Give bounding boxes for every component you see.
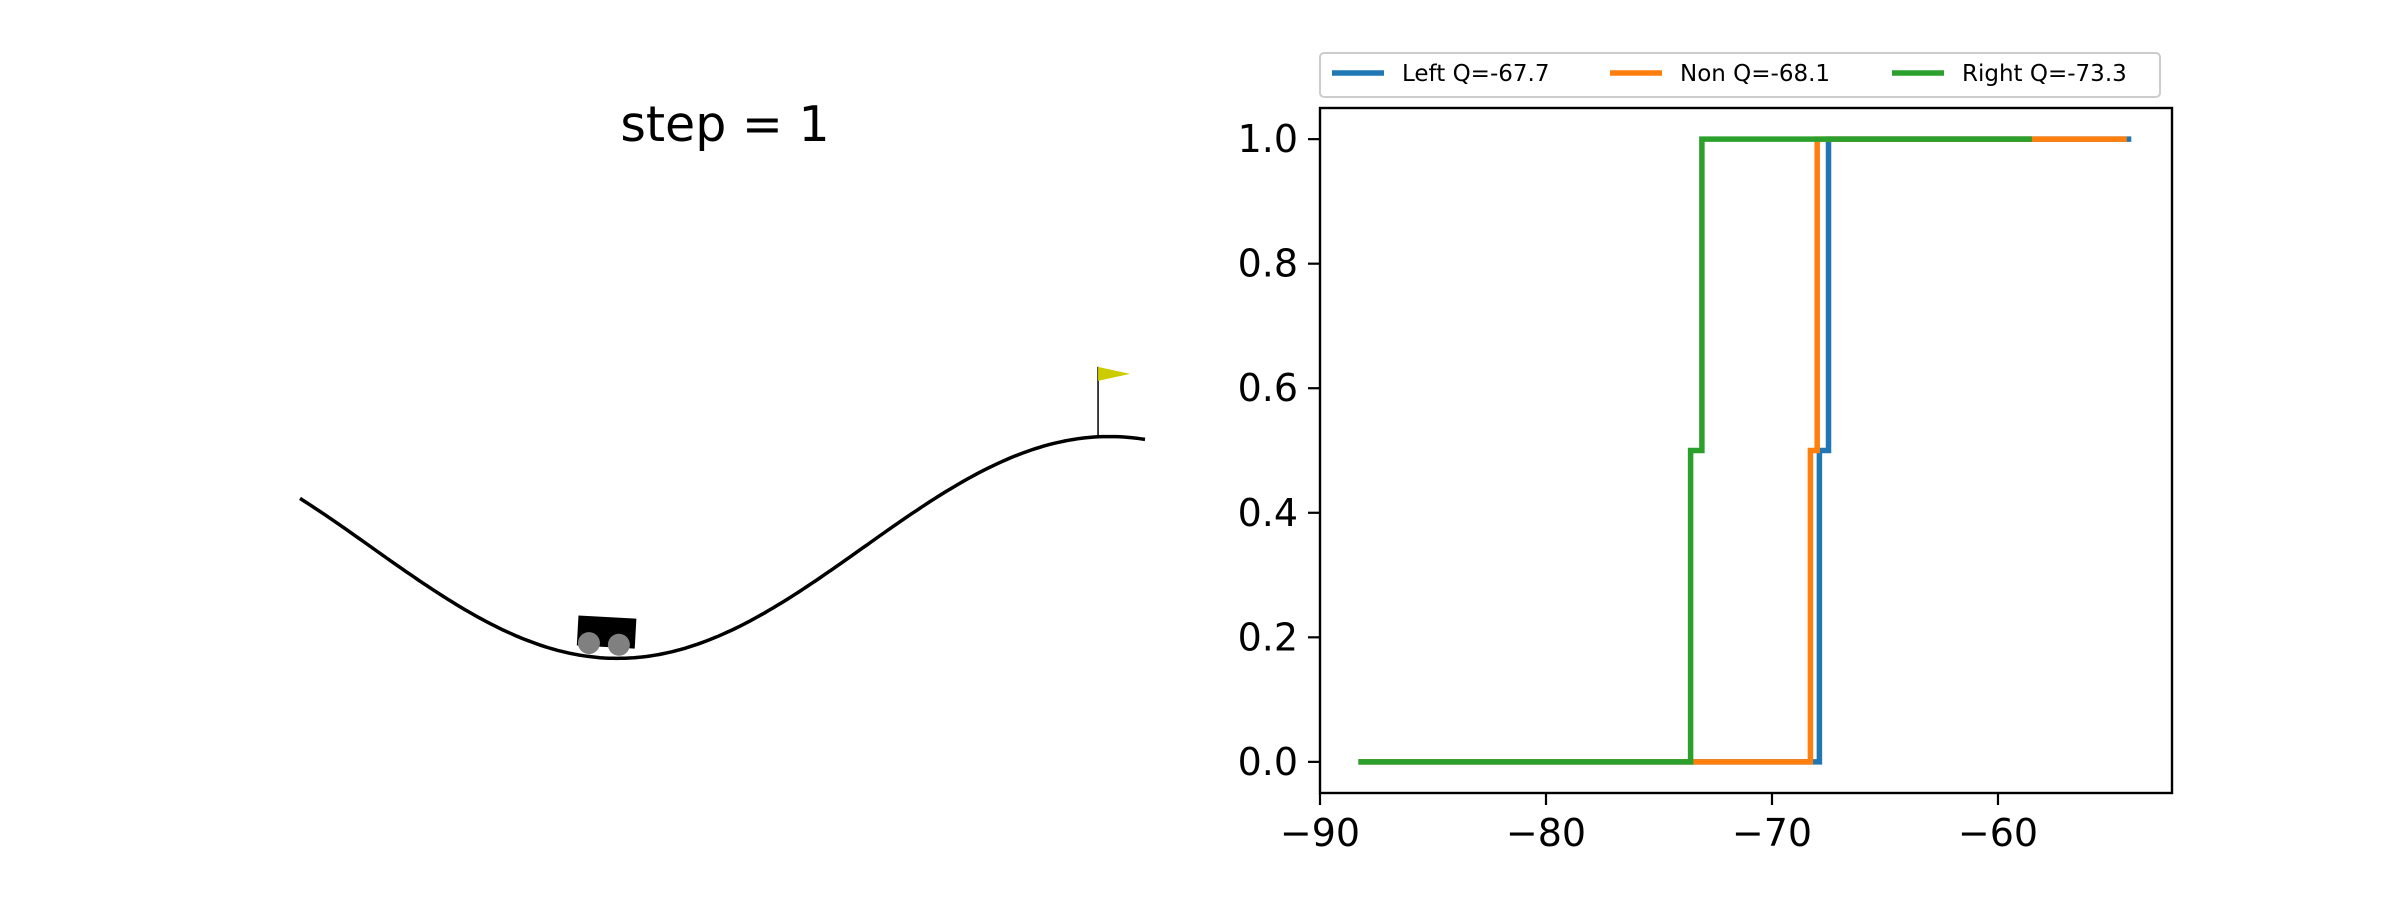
plot-area-frame: [1318, 106, 2174, 795]
legend-label-0: Left Q=-67.7: [1402, 61, 1549, 87]
goal-flag-icon: [1097, 366, 1131, 437]
legend-frame: [1319, 52, 2161, 98]
x-tick-label: −60: [1958, 811, 2038, 855]
x-axis: −90 −80 −70 −60: [1280, 793, 2038, 855]
mountain-track: [299, 434, 1146, 661]
car-icon: [576, 615, 637, 656]
legend-label-2: Right Q=-73.3: [1962, 61, 2127, 87]
series-line-2: [1358, 136, 2032, 765]
cdf-chart: −90 −80 −70 −60 0.0 0.2 0.4 0.6 0.8 1.0 Left Q=-…: [1238, 52, 2174, 855]
y-tick-label: 0.0: [1238, 740, 1298, 784]
x-tick-label: −80: [1506, 811, 1586, 855]
legend-label-1: Non Q=-68.1: [1680, 61, 1830, 87]
flag-cloth: [1098, 366, 1131, 381]
step-title: step = 1: [620, 96, 829, 153]
environment-panel: step = 1: [299, 96, 1146, 661]
car-wheel-right: [607, 633, 630, 656]
x-tick-label: −70: [1732, 811, 1812, 855]
y-tick-label: 0.8: [1238, 242, 1298, 286]
series-layer: [1358, 136, 2132, 765]
y-tick-label: 0.2: [1238, 615, 1298, 659]
y-tick-label: 1.0: [1238, 117, 1298, 161]
series-line-1: [1358, 136, 2127, 765]
x-tick-label: −90: [1280, 811, 1360, 855]
y-axis: 0.0 0.2 0.4 0.6 0.8 1.0: [1238, 117, 1320, 784]
series-line-0: [1358, 136, 2132, 765]
y-tick-label: 0.6: [1238, 366, 1298, 410]
legend: Left Q=-67.7 Non Q=-68.1 Right Q=-73.3: [1319, 52, 2161, 98]
y-tick-label: 0.4: [1238, 491, 1298, 535]
car-wheel-left: [577, 632, 600, 655]
